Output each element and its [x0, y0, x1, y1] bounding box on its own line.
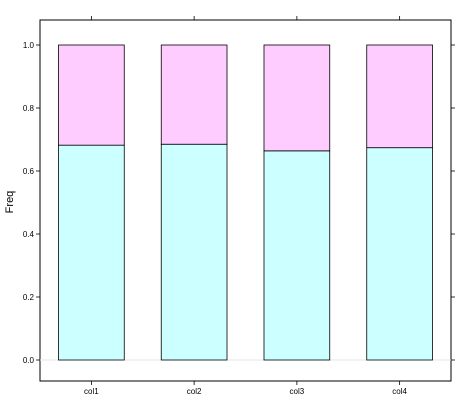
plot-frame [39, 19, 452, 382]
x-tick-label: col3 [290, 387, 305, 396]
bar-col4-segment-1 [366, 147, 433, 361]
x-tick-label: col4 [392, 387, 407, 396]
bar-col4-segment-2 [366, 44, 433, 149]
y-tick-label: 1.0 [23, 41, 35, 50]
y-tick-label: 0.2 [23, 293, 35, 302]
y-tick-label: 0.4 [23, 230, 35, 239]
bar-col3-segment-2 [263, 44, 331, 152]
y-tick-label: 0.0 [23, 356, 35, 365]
y-axis: 0.0 0.2 0.4 0.6 0.8 1.0 [23, 41, 455, 365]
bar-col3-segment-1 [263, 150, 331, 361]
bars-group [58, 44, 433, 361]
bar-col1-segment-1 [58, 144, 125, 361]
x-tick-label: col2 [187, 387, 202, 396]
bar-col2-segment-2 [160, 44, 228, 145]
x-tick-label: col1 [84, 387, 99, 396]
x-axis: col1 col2 col3 col4 [84, 16, 408, 396]
y-axis-title: Freq [4, 191, 16, 214]
bar-col2-segment-1 [160, 143, 228, 361]
y-tick-label: 0.8 [23, 104, 35, 113]
y-tick-label: 0.6 [23, 167, 35, 176]
bar-col1-segment-2 [58, 44, 125, 146]
